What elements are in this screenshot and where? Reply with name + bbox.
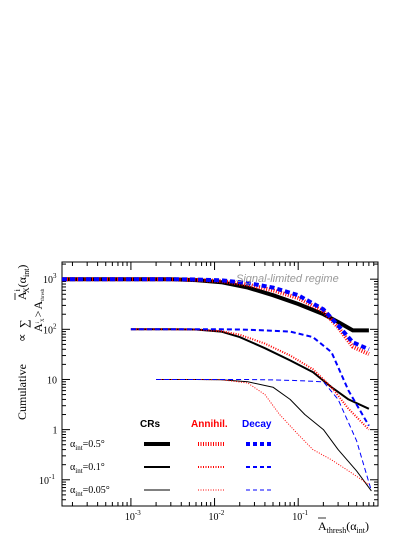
y-axis-title-sup: i <box>13 288 22 291</box>
series-layer <box>62 277 372 492</box>
y-tick-label: 102 <box>43 322 57 336</box>
series-line-decay-2 <box>62 277 370 352</box>
series-line-annihil-4 <box>130 328 370 431</box>
y-axis-title-prop: ∝ <box>15 333 29 342</box>
y-tick-label: 10-1 <box>39 473 55 487</box>
x-tick-label: 10-1 <box>292 509 308 523</box>
legend-row-sub-2: int <box>75 490 82 498</box>
y-axis-title-under-sub2: thresh <box>41 288 46 301</box>
y-axis-title-paren-close: ) <box>15 265 29 269</box>
x-axis-title-paren-close: ) <box>365 519 369 533</box>
series-line-crs-3 <box>130 328 370 410</box>
axis-tick-labels: 10-3 10-2 10-1 10-1 1 10 102 103 <box>39 272 309 523</box>
x-tick-label: 10-3 <box>125 509 141 523</box>
legend-row-value-2: =0.05° <box>83 485 110 496</box>
plot-frame <box>61 261 379 507</box>
y-axis-title-paren-sub: int <box>22 268 31 277</box>
annotation-text: Signal-limited regime <box>236 273 339 285</box>
legend-row-alpha-0: α <box>70 439 76 450</box>
x-axis-title-paren-open: (α <box>346 519 357 533</box>
x-axis-title-sub: thresh <box>327 526 347 535</box>
y-tick-label: 10 <box>47 375 57 386</box>
x-tick-label: 10-2 <box>209 509 225 523</box>
series-line-crs-0 <box>62 277 369 333</box>
y-axis-title-sum: ∑ <box>17 319 31 328</box>
legend-row-value-0: =0.5° <box>83 439 105 450</box>
svg-text:AiX(αint): AiX(αint) <box>13 265 31 300</box>
series-line-decay-5 <box>130 328 370 427</box>
legend-row-label-1: αint=0.1° <box>70 462 105 475</box>
y-axis-title-under-op: > <box>31 310 45 317</box>
x-axis-title: Athresh(αint) <box>318 519 369 535</box>
legend-header-annihil: Annihil. <box>191 419 228 430</box>
y-axis-title-main: Cumulative <box>15 364 29 420</box>
svg-text:∑: ∑ <box>17 319 31 328</box>
y-tick-label: 1 <box>53 426 58 437</box>
series-line-annihil-7 <box>156 379 370 486</box>
legend-row-alpha-2: α <box>70 485 76 496</box>
y-axis-title: Cumulative ∝ ∑ AiX(αint) AiX>Athresh <box>13 265 46 420</box>
legend-row-sub-0: int <box>75 444 82 452</box>
axis-ticks <box>62 262 379 507</box>
x-axis-title-main: A <box>318 519 327 533</box>
y-tick-label: 103 <box>43 272 57 286</box>
y-axis-title-under-sub: X <box>41 318 46 322</box>
y-axis-title-term: A <box>15 291 29 300</box>
legend-row-alpha-1: α <box>70 462 76 473</box>
legend-header-decay: Decay <box>242 419 272 430</box>
svg-text:Cumulative: Cumulative <box>15 364 29 420</box>
legend-row-label-0: αint=0.5° <box>70 439 105 452</box>
svg-text:∝: ∝ <box>15 333 29 342</box>
y-axis-title-under-term2: A <box>31 301 45 310</box>
y-axis-title-under-term: A <box>31 323 45 332</box>
series-line-decay-8 <box>156 379 372 492</box>
y-axis-title-paren-open: (α <box>15 276 29 287</box>
legend-header-crs: CRs <box>140 419 160 430</box>
legend-row-label-2: αint=0.05° <box>70 485 110 498</box>
y-axis-title-term-sub: X <box>22 287 31 293</box>
legend: CRs Annihil. Decay αint=0.5° αint=0.1° α… <box>70 419 272 498</box>
legend-row-value-1: =0.1° <box>83 462 105 473</box>
series-line-annihil-1 <box>62 277 370 356</box>
legend-row-sub-1: int <box>75 467 82 475</box>
svg-text:AiX>Athresh: AiX>Athresh <box>31 288 46 332</box>
y-axis-title-under-sup: i <box>36 321 41 323</box>
x-axis-title-paren-sub: int <box>357 526 366 535</box>
